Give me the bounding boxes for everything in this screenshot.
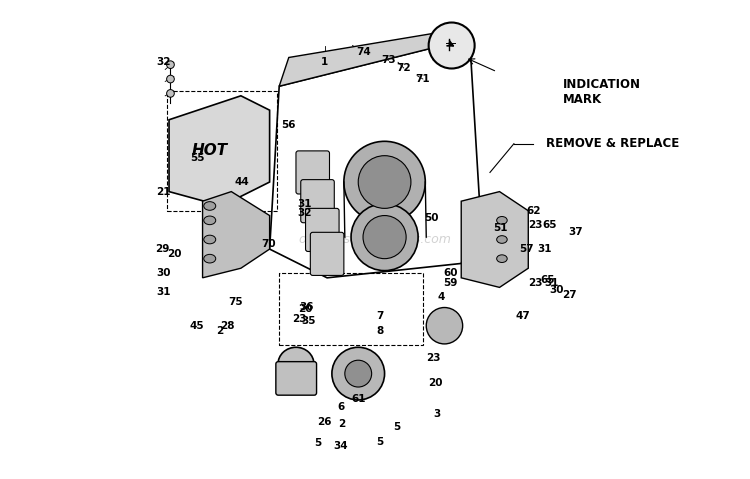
Circle shape bbox=[345, 360, 372, 387]
Text: 21: 21 bbox=[156, 187, 170, 196]
Text: 34: 34 bbox=[333, 442, 348, 451]
Ellipse shape bbox=[496, 236, 507, 243]
Text: 20: 20 bbox=[428, 378, 443, 388]
Text: 44: 44 bbox=[235, 177, 249, 187]
Ellipse shape bbox=[496, 217, 507, 224]
Text: 59: 59 bbox=[443, 278, 458, 287]
Text: 35: 35 bbox=[302, 316, 316, 326]
Text: 32: 32 bbox=[156, 57, 170, 67]
Ellipse shape bbox=[278, 347, 314, 381]
Text: 32: 32 bbox=[297, 208, 311, 218]
Text: 72: 72 bbox=[397, 63, 411, 73]
Text: 55: 55 bbox=[190, 153, 205, 163]
Text: 31: 31 bbox=[297, 199, 311, 208]
Ellipse shape bbox=[496, 255, 507, 262]
Text: 45: 45 bbox=[190, 321, 204, 331]
Circle shape bbox=[344, 141, 425, 223]
Text: 51: 51 bbox=[494, 223, 508, 232]
Text: 65: 65 bbox=[540, 275, 555, 285]
Polygon shape bbox=[461, 192, 528, 287]
Circle shape bbox=[429, 23, 475, 68]
Text: 60: 60 bbox=[443, 268, 458, 278]
Text: 1: 1 bbox=[321, 57, 328, 67]
Text: 27: 27 bbox=[562, 290, 576, 299]
Text: oeevAssemblyParts.com: oeevAssemblyParts.com bbox=[298, 233, 452, 246]
Text: 30: 30 bbox=[550, 285, 564, 295]
Text: 2: 2 bbox=[216, 326, 223, 335]
Text: 50: 50 bbox=[424, 213, 438, 223]
Circle shape bbox=[166, 61, 174, 68]
Polygon shape bbox=[279, 34, 471, 86]
Polygon shape bbox=[169, 96, 269, 206]
Text: 31: 31 bbox=[156, 287, 170, 297]
Text: 73: 73 bbox=[381, 56, 396, 65]
Text: 61: 61 bbox=[351, 394, 365, 403]
Text: 71: 71 bbox=[416, 74, 430, 84]
FancyBboxPatch shape bbox=[276, 362, 316, 395]
Ellipse shape bbox=[204, 254, 216, 263]
Text: 4: 4 bbox=[437, 292, 445, 302]
Circle shape bbox=[332, 347, 385, 400]
Text: 26: 26 bbox=[317, 418, 332, 427]
Text: 23: 23 bbox=[528, 278, 543, 287]
Text: 70: 70 bbox=[261, 240, 276, 249]
Text: 5: 5 bbox=[376, 437, 383, 446]
Text: 56: 56 bbox=[281, 120, 296, 129]
Text: 20: 20 bbox=[167, 249, 182, 259]
Text: REMOVE & REPLACE: REMOVE & REPLACE bbox=[547, 137, 680, 150]
Text: 23: 23 bbox=[292, 314, 307, 323]
Text: HOT: HOT bbox=[192, 143, 228, 159]
Text: 28: 28 bbox=[220, 321, 235, 331]
Text: 7: 7 bbox=[376, 311, 383, 321]
Text: 23: 23 bbox=[426, 354, 441, 363]
Ellipse shape bbox=[204, 202, 216, 210]
FancyBboxPatch shape bbox=[296, 151, 329, 194]
Text: INDICATION
MARK: INDICATION MARK bbox=[562, 78, 640, 106]
Text: 29: 29 bbox=[154, 244, 169, 254]
Text: 47: 47 bbox=[515, 311, 530, 321]
Ellipse shape bbox=[204, 216, 216, 225]
FancyBboxPatch shape bbox=[310, 232, 344, 275]
Text: 31: 31 bbox=[544, 278, 559, 287]
Text: 23: 23 bbox=[528, 220, 543, 230]
Text: 3: 3 bbox=[433, 410, 441, 419]
Text: 5: 5 bbox=[314, 438, 321, 448]
Text: 2: 2 bbox=[338, 419, 345, 429]
Text: 20: 20 bbox=[298, 304, 313, 314]
Circle shape bbox=[166, 90, 174, 97]
Circle shape bbox=[363, 216, 407, 259]
FancyBboxPatch shape bbox=[301, 180, 334, 223]
Circle shape bbox=[358, 156, 411, 208]
Text: 30: 30 bbox=[156, 268, 170, 278]
Circle shape bbox=[426, 308, 463, 344]
Circle shape bbox=[351, 204, 418, 271]
Text: 36: 36 bbox=[300, 302, 314, 311]
Text: 5: 5 bbox=[393, 422, 400, 432]
Polygon shape bbox=[202, 192, 269, 278]
Text: 75: 75 bbox=[228, 297, 242, 307]
Text: 57: 57 bbox=[519, 244, 534, 254]
Text: 6: 6 bbox=[338, 402, 345, 412]
Text: 8: 8 bbox=[376, 326, 383, 335]
Text: 37: 37 bbox=[568, 228, 583, 237]
Circle shape bbox=[166, 75, 174, 83]
Text: 31: 31 bbox=[537, 244, 551, 254]
Ellipse shape bbox=[204, 235, 216, 244]
Text: 65: 65 bbox=[542, 220, 557, 230]
FancyBboxPatch shape bbox=[305, 208, 339, 251]
Text: 74: 74 bbox=[356, 47, 371, 57]
Text: 62: 62 bbox=[526, 206, 542, 216]
